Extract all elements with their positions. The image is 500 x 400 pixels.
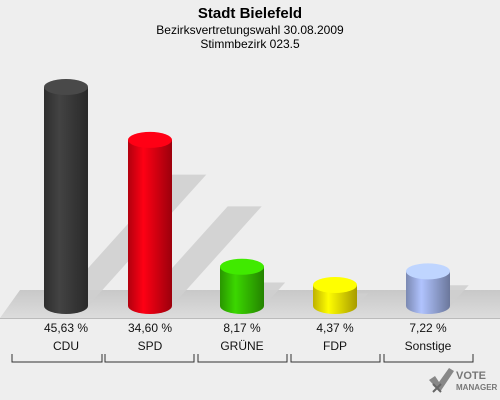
bar-top-spd: [128, 131, 172, 148]
bar-body-grüne: [220, 266, 264, 314]
category-bracket-sonstige: [383, 354, 474, 363]
bar-spd: [128, 131, 172, 314]
bar-top-fdp: [313, 277, 357, 294]
value-label-sonstige: 7,22 %: [409, 321, 447, 335]
logo-text-bottom: MANAGER: [456, 383, 497, 392]
category-label-cdu: CDU: [53, 339, 79, 353]
value-label-fdp: 4,37 %: [316, 321, 354, 335]
category-brackets: [11, 354, 474, 363]
bar-body-sonstige: [406, 271, 450, 314]
bar-body-cdu: [44, 86, 88, 314]
bars: [44, 78, 450, 314]
bar-sonstige: [406, 263, 450, 314]
bar-grüne: [220, 258, 264, 314]
category-label-spd: SPD: [138, 339, 163, 353]
category-bracket-grüne: [197, 354, 288, 363]
vote-manager-logo: VOTE MANAGER: [429, 368, 497, 393]
chart-title: Stadt Bielefeld: [197, 5, 303, 22]
bar-fdp: [313, 277, 357, 314]
chart-subtitle: Bezirksvertretungswahl 30.08.2009: [156, 23, 344, 37]
chart-floor-edge: [0, 318, 500, 319]
bar-top-sonstige: [406, 263, 450, 280]
vote-manager-check-icon: [429, 368, 454, 393]
category-bracket-fdp: [290, 354, 381, 363]
value-label-spd: 34,60 %: [128, 321, 172, 335]
value-label-grüne: 8,17 %: [223, 321, 261, 335]
category-label-grüne: GRÜNE: [220, 339, 263, 353]
category-bracket-spd: [104, 354, 195, 363]
category-label-sonstige: Sonstige: [405, 339, 452, 353]
bar-body-fdp: [313, 285, 357, 314]
category-bracket-cdu: [11, 354, 103, 363]
value-label-cdu: 45,63 %: [44, 321, 88, 335]
logo-text-top: VOTE: [456, 370, 486, 382]
category-label-fdp: FDP: [323, 339, 347, 353]
bar-top-cdu: [44, 78, 88, 95]
bar-top-grüne: [220, 258, 264, 275]
bar-cdu: [44, 78, 88, 314]
bar-body-spd: [128, 139, 172, 314]
chart-subtitle-district: Stimmbezirk 023.5: [200, 37, 300, 51]
